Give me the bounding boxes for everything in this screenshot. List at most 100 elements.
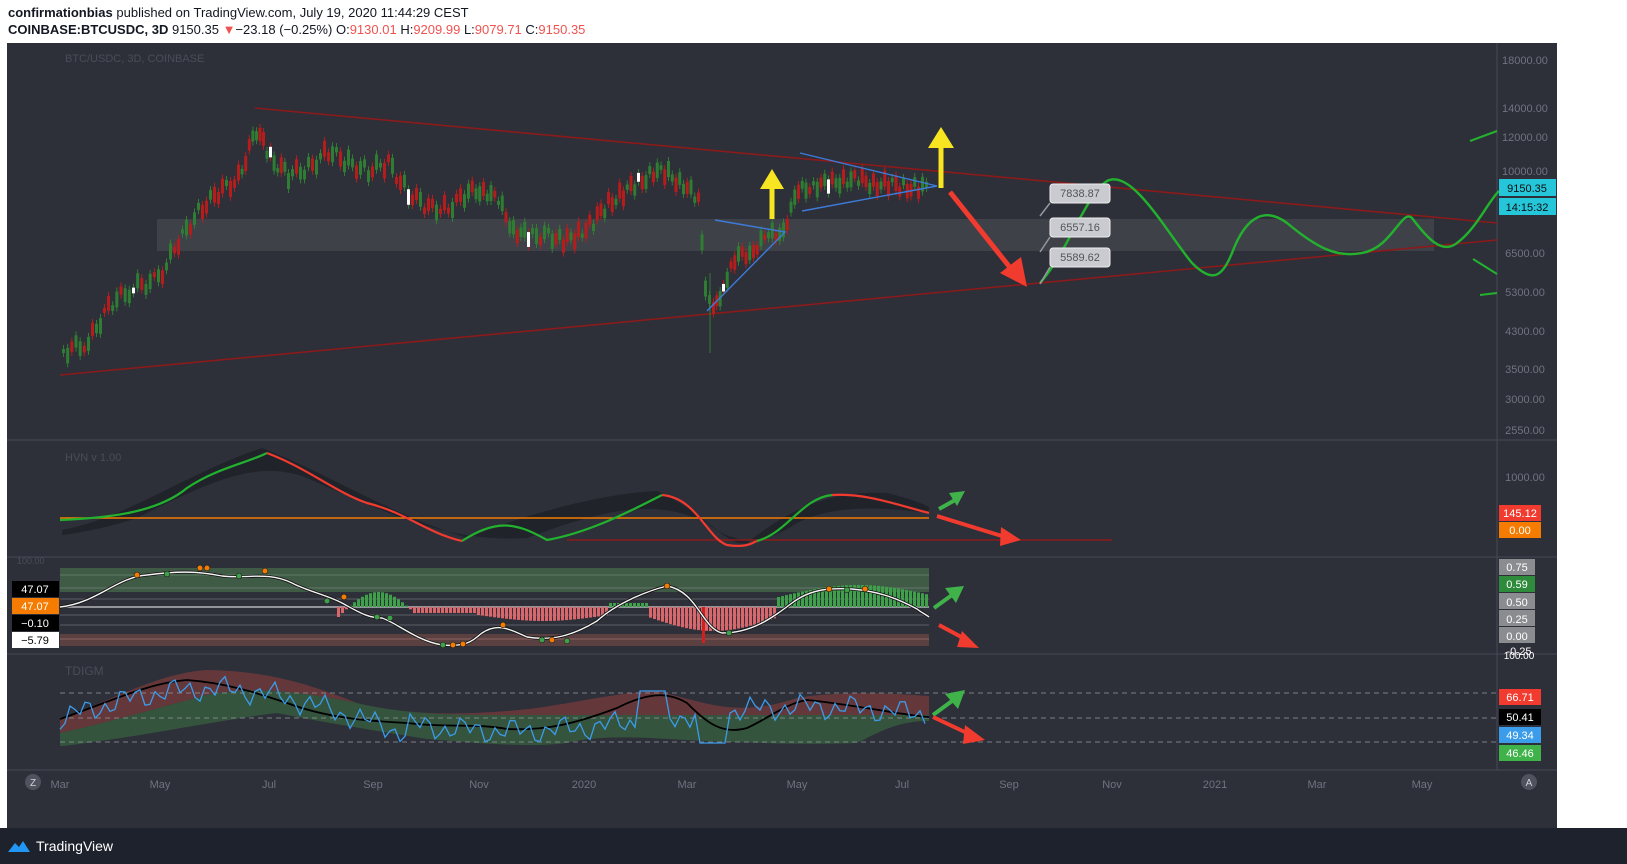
hvn-red-line[interactable] — [661, 493, 758, 548]
histogram-bar — [821, 587, 824, 607]
projection-segment[interactable] — [1469, 130, 1498, 142]
hvn-green-line[interactable] — [461, 494, 663, 542]
candle-body — [755, 245, 759, 255]
candle-body — [262, 131, 265, 146]
resistance-trendline[interactable] — [254, 107, 1498, 224]
triangle-pattern-2[interactable] — [799, 152, 938, 212]
chart-area[interactable]: BTC/USDC, 3D, COINBASE HVN v 1.00 100.00… — [7, 43, 1557, 828]
candle-body — [797, 184, 800, 199]
green-up-arrow-icon[interactable] — [938, 491, 965, 511]
histogram-bar — [565, 607, 568, 621]
candle-body — [925, 181, 928, 189]
histogram-bar — [521, 607, 524, 621]
candle-body — [387, 154, 390, 163]
hvn-red-line[interactable] — [266, 451, 463, 543]
candle-body — [152, 272, 156, 278]
candle-body — [244, 155, 248, 171]
candle-body — [95, 323, 98, 334]
candle-body — [299, 166, 302, 180]
hvn-red-line[interactable] — [831, 493, 930, 515]
histogram-bar — [573, 607, 576, 620]
triangle-pattern-1[interactable] — [706, 219, 787, 312]
histogram-bar — [345, 607, 348, 610]
candle-body — [782, 222, 785, 238]
signal-dot — [133, 571, 141, 579]
red-down-arrow-icon[interactable] — [948, 190, 1027, 287]
signal-dot — [563, 637, 571, 645]
histogram-bar — [681, 607, 684, 628]
yellow-up-arrow-icon[interactable] — [760, 169, 784, 219]
candle-body — [569, 232, 573, 241]
osc-tick-bg — [1499, 593, 1535, 609]
histogram-bar — [505, 607, 508, 619]
time-tick: Jul — [262, 779, 276, 791]
candle-body — [752, 245, 755, 258]
publish-info: published on TradingView.com, July 19, 2… — [116, 5, 469, 20]
histogram-bar — [469, 607, 472, 613]
hvn-orange-value: 0.00 — [1509, 525, 1530, 537]
histogram-bar — [645, 603, 648, 607]
candle-body — [327, 152, 330, 162]
signal-dot — [439, 641, 447, 649]
red-down-arrow-icon[interactable] — [932, 715, 985, 744]
green-up-arrow-icon[interactable] — [932, 586, 964, 610]
candle-body — [554, 233, 558, 245]
time-axis[interactable]: Mar May Jul Sep Nov 2020 Mar May Jul Sep Nov 2021 Ma… — [51, 779, 1433, 791]
osc-histogram[interactable] — [337, 585, 928, 643]
hvn-band — [62, 448, 929, 544]
time-tick: Jul — [895, 779, 909, 791]
auto-scale-button[interactable] — [1521, 774, 1537, 790]
histogram-bar — [917, 592, 920, 607]
hvn-red-tag — [1499, 505, 1541, 521]
candlestick-series[interactable] — [62, 123, 928, 368]
histogram-bar — [481, 607, 484, 616]
author-name[interactable]: confirmationbias — [8, 5, 113, 20]
tradingview-logo[interactable]: TradingView — [8, 838, 113, 854]
candle-body — [144, 284, 148, 295]
candle-body — [399, 175, 402, 191]
candle-body — [431, 198, 434, 209]
green-up-arrow-icon[interactable] — [931, 690, 965, 717]
candle-body — [543, 225, 546, 240]
candle-body — [519, 227, 523, 237]
histogram-bar — [741, 607, 744, 628]
price-note-6557[interactable]: 6557.16 — [1039, 217, 1111, 253]
time-tick: 2020 — [572, 779, 596, 791]
red-down-arrow-icon[interactable] — [938, 623, 979, 648]
candle-body — [770, 222, 774, 239]
price-axis[interactable]: 18000.0014000.0012000.0010000.008000.006… — [1502, 55, 1548, 437]
price-note-5589[interactable]: 5589.62 — [1039, 247, 1111, 285]
time-tick: May — [787, 779, 808, 791]
tdi-rsi-line[interactable] — [59, 675, 926, 744]
candle-body — [640, 175, 644, 190]
price-note-text: 6557.16 — [1060, 222, 1100, 234]
yellow-up-arrow-icon[interactable] — [928, 127, 954, 188]
candle-body — [251, 130, 255, 142]
histogram-bar — [805, 590, 808, 607]
histogram-bar — [689, 607, 692, 629]
hvn-green-line[interactable] — [59, 452, 268, 522]
candle-body — [371, 166, 374, 178]
chart-svg[interactable]: BTC/USDC, 3D, COINBASE HVN v 1.00 100.00… — [7, 43, 1557, 828]
histogram-bar — [429, 607, 432, 613]
zoom-button[interactable] — [25, 774, 41, 790]
red-down-arrow-icon[interactable] — [936, 514, 1021, 546]
support-trendline[interactable] — [59, 239, 1498, 376]
candle-body — [592, 223, 595, 232]
projection-segment[interactable] — [1472, 258, 1498, 275]
hvn-green-line[interactable] — [756, 493, 833, 543]
histogram-bar — [773, 607, 776, 619]
projection-curve[interactable] — [1039, 178, 1500, 284]
histogram-bar — [665, 607, 668, 623]
support-zone[interactable] — [157, 219, 1434, 251]
candle-body — [849, 171, 853, 188]
projection-segment[interactable] — [1479, 292, 1498, 296]
osc-signal-dots[interactable] — [133, 564, 869, 649]
candle-body — [470, 180, 474, 193]
price-note-7838[interactable]: 7838.87 — [1039, 183, 1111, 217]
candle-body — [185, 219, 188, 236]
price-note-text: 7838.87 — [1060, 188, 1100, 200]
candle-body — [119, 286, 123, 295]
last-price-tag: 9150.35 14:15:32 — [1499, 179, 1556, 215]
candle-body — [577, 221, 580, 237]
